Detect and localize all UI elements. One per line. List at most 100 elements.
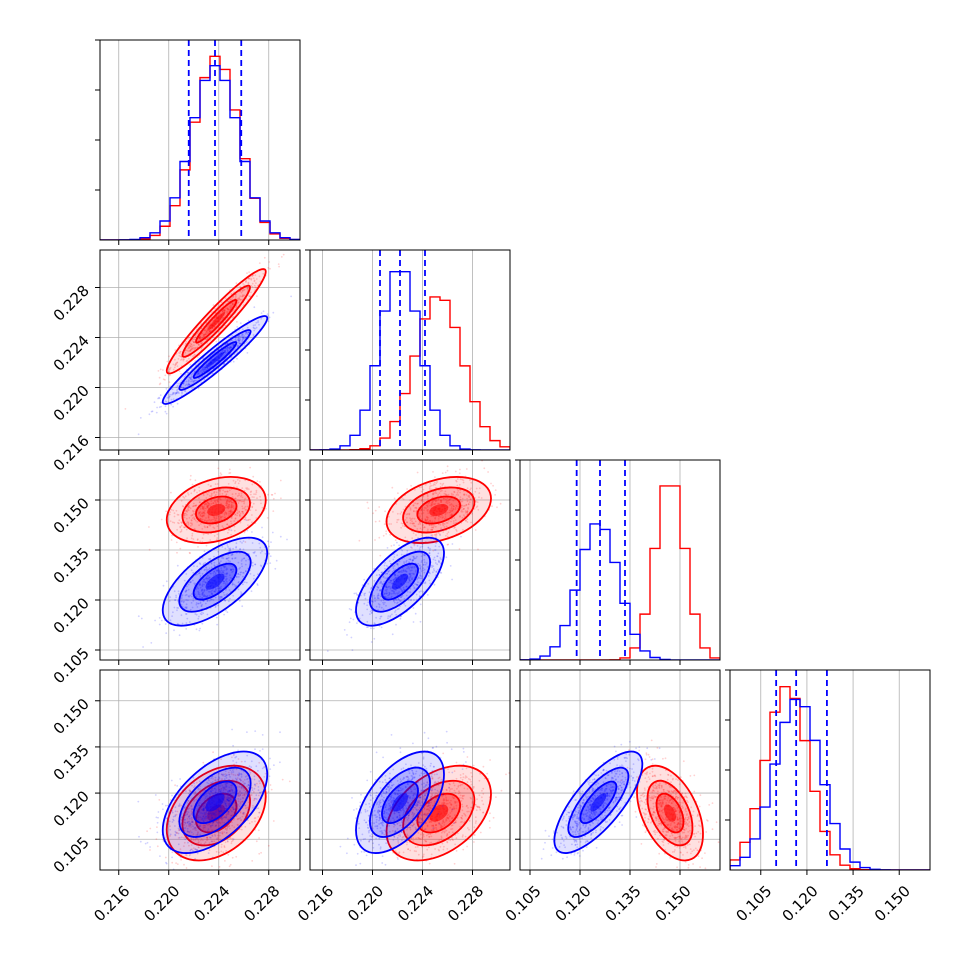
sample-point	[203, 329, 206, 331]
sample-point	[194, 354, 196, 356]
sample-point	[216, 569, 219, 572]
sample-point	[203, 595, 206, 598]
sample-point	[202, 370, 205, 372]
sample-point	[243, 793, 246, 796]
sample-point	[212, 502, 215, 505]
sample-point	[238, 600, 241, 602]
sample-point	[408, 513, 411, 516]
sample-point	[208, 330, 211, 333]
sample-point	[207, 505, 210, 507]
sample-point	[394, 598, 397, 601]
sample-point	[246, 505, 249, 508]
sample-point	[225, 569, 228, 571]
sample-point	[403, 598, 406, 600]
sample-point	[228, 514, 230, 517]
sample-point	[402, 508, 405, 511]
sample-point	[165, 632, 168, 634]
sample-point	[168, 513, 171, 516]
sample-point	[394, 577, 397, 579]
sample-point	[200, 605, 203, 607]
sample-point	[439, 557, 442, 559]
sample-point	[229, 511, 232, 514]
sample-point	[389, 533, 392, 536]
sample-point	[235, 305, 238, 307]
sample-point	[207, 568, 210, 571]
sample-point	[210, 593, 213, 595]
sample-point	[243, 500, 246, 503]
sample-point	[393, 577, 396, 580]
sample-point	[274, 567, 277, 570]
sample-point	[190, 810, 193, 812]
sample-point	[448, 504, 451, 506]
sample-point	[222, 580, 225, 583]
sample-point	[235, 306, 237, 309]
sample-point	[490, 482, 492, 485]
sample-point	[227, 818, 230, 821]
sample-point	[202, 826, 205, 829]
sample-point	[213, 561, 216, 564]
sample-point	[202, 595, 205, 597]
sample-point	[165, 401, 168, 403]
sample-point	[193, 341, 195, 344]
sample-point	[454, 470, 457, 473]
sample-point	[246, 487, 249, 489]
sample-point	[242, 337, 245, 339]
sample-point	[238, 342, 241, 345]
sample-point	[409, 507, 412, 510]
sample-point	[225, 490, 227, 493]
sample-point	[185, 628, 188, 630]
sample-point	[203, 514, 205, 516]
sample-point	[186, 510, 189, 513]
sample-point	[179, 355, 182, 358]
sample-point	[226, 346, 229, 349]
sample-point	[192, 354, 195, 357]
sample-point	[185, 360, 188, 363]
sample-point	[397, 601, 399, 604]
sample-point	[201, 585, 204, 588]
sample-point	[189, 345, 192, 347]
sample-point	[419, 546, 422, 548]
sample-point	[144, 842, 147, 845]
sample-point	[239, 285, 242, 288]
sample-point	[220, 595, 222, 598]
sample-point	[397, 607, 400, 610]
sample-point	[430, 515, 433, 517]
sample-point	[252, 324, 255, 327]
sample-point	[174, 363, 177, 366]
sample-point	[358, 539, 361, 542]
sample-point	[199, 602, 202, 605]
sample-point	[213, 565, 216, 567]
axes-frame	[99, 249, 301, 451]
sample-point	[420, 490, 423, 493]
sample-point	[168, 355, 170, 358]
sample-point	[235, 295, 237, 298]
sample-point	[450, 506, 453, 508]
sample-point	[471, 512, 473, 515]
sample-point	[179, 525, 182, 528]
sample-point	[216, 837, 219, 839]
sample-point	[420, 507, 423, 510]
sample-point	[176, 365, 179, 368]
sample-point	[446, 465, 449, 468]
sample-point	[203, 507, 206, 510]
sample-point	[214, 791, 217, 794]
sample-point	[239, 514, 241, 517]
sample-point	[204, 367, 207, 370]
sample-point	[217, 498, 220, 501]
sample-point	[231, 583, 234, 586]
sample-point	[229, 798, 232, 801]
sample-point	[373, 622, 376, 624]
sample-point	[453, 517, 456, 519]
sample-point	[253, 306, 256, 309]
sample-point	[267, 314, 269, 317]
sample-point	[255, 282, 257, 285]
sample-point	[247, 787, 250, 789]
sample-point	[206, 836, 208, 839]
sample-point	[379, 595, 382, 598]
sample-point	[396, 554, 399, 557]
sample-point	[224, 350, 226, 352]
sample-point	[212, 502, 215, 504]
sample-point	[237, 339, 240, 342]
sample-point	[190, 826, 193, 828]
